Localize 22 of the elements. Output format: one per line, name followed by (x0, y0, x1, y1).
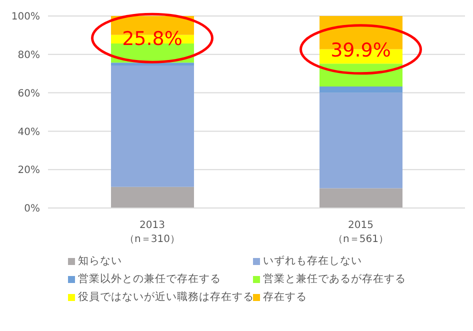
legend-label: いずれも存在しない (263, 254, 362, 268)
legend-label: 役員ではないが近い職務は存在する (78, 290, 254, 304)
y-tick-label: 20% (18, 165, 40, 176)
legend-label: 営業以外との兼任で存在する (78, 272, 221, 286)
y-tick-label: 40% (18, 126, 40, 138)
bar (320, 86, 402, 93)
x-tick-label: 2013 （n＝310） (124, 220, 180, 245)
annotation: 39.9% (330, 39, 391, 62)
legend-label: 知らない (78, 254, 122, 268)
y-tick-label: 0% (24, 204, 40, 215)
bar (320, 92, 402, 188)
bar (111, 66, 194, 187)
legend-label: 存在する (263, 290, 307, 304)
annotation: 25.8% (122, 28, 182, 50)
y-tick-label: 80% (18, 50, 40, 61)
y-tick-label: 60% (18, 88, 40, 100)
legend-label: 営業と兼任であるが存在する (263, 272, 406, 286)
bar (111, 186, 194, 208)
x-tick-label: 2015 （n＝561） (333, 220, 388, 245)
bar (320, 188, 402, 208)
bar (111, 62, 194, 66)
y-tick-label: 100% (11, 12, 40, 23)
